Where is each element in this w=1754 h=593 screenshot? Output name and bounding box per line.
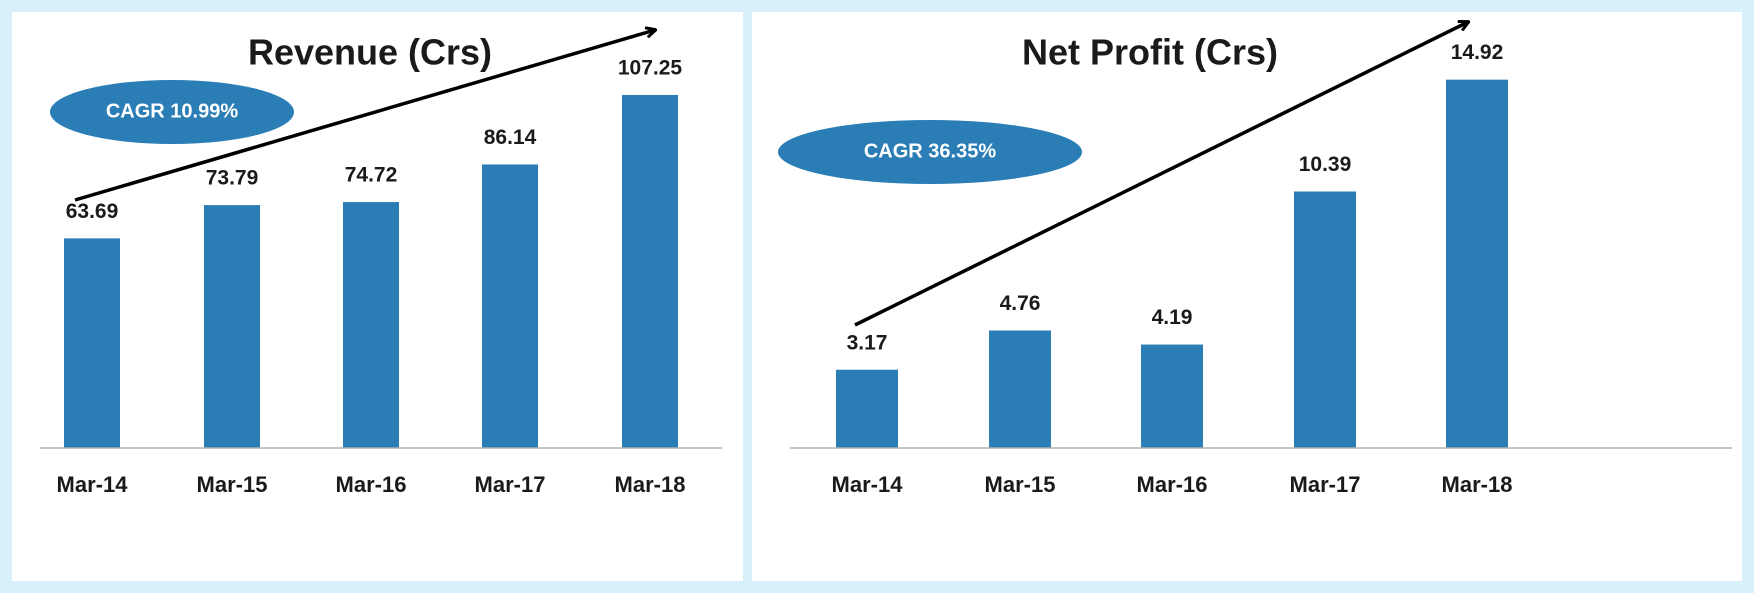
annotation: CAGR 10.99% bbox=[106, 100, 238, 122]
x-tick-label: Mar-15 bbox=[985, 472, 1056, 497]
x-tick-label: Mar-18 bbox=[615, 472, 686, 497]
value-label: 4.19 bbox=[1152, 306, 1193, 329]
value-label: 86.14 bbox=[484, 126, 537, 149]
annotation-bubble bbox=[50, 80, 294, 144]
x-tick-label: Mar-16 bbox=[336, 472, 407, 497]
x-tick-label: Mar-14 bbox=[832, 472, 904, 497]
bar bbox=[622, 94, 678, 448]
x-tick-label: Mar-16 bbox=[1137, 472, 1208, 497]
bar bbox=[1141, 344, 1203, 448]
bar bbox=[1446, 79, 1508, 448]
annotation-bubble bbox=[778, 120, 1082, 184]
value-label: 14.92 bbox=[1451, 41, 1504, 64]
value-label: 4.76 bbox=[1000, 292, 1041, 315]
annotation: CAGR 36.35% bbox=[864, 140, 996, 162]
bar bbox=[836, 369, 898, 448]
value-label: 107.25 bbox=[618, 57, 683, 80]
value-label: 74.72 bbox=[345, 164, 398, 187]
value-label: 63.69 bbox=[66, 200, 119, 223]
value-label: 3.17 bbox=[847, 331, 888, 354]
x-tick-label: Mar-15 bbox=[197, 472, 268, 497]
bar bbox=[343, 202, 399, 448]
bar bbox=[989, 330, 1051, 448]
bar bbox=[1294, 191, 1356, 448]
chart-title: Revenue (Crs) bbox=[248, 32, 492, 73]
value-label: 10.39 bbox=[1299, 153, 1352, 176]
panel bbox=[752, 12, 1742, 581]
value-label: 73.79 bbox=[206, 167, 259, 190]
x-tick-label: Mar-14 bbox=[57, 472, 129, 497]
trend-arrow bbox=[854, 22, 1468, 327]
x-tick-label: Mar-17 bbox=[475, 472, 546, 497]
bar bbox=[64, 238, 120, 448]
trend-arrow bbox=[74, 30, 655, 202]
chart-title: Net Profit (Crs) bbox=[1022, 32, 1278, 73]
x-tick-label: Mar-17 bbox=[1290, 472, 1361, 497]
bar bbox=[482, 164, 538, 449]
bar bbox=[204, 205, 260, 448]
x-tick-label: Mar-18 bbox=[1442, 472, 1513, 497]
